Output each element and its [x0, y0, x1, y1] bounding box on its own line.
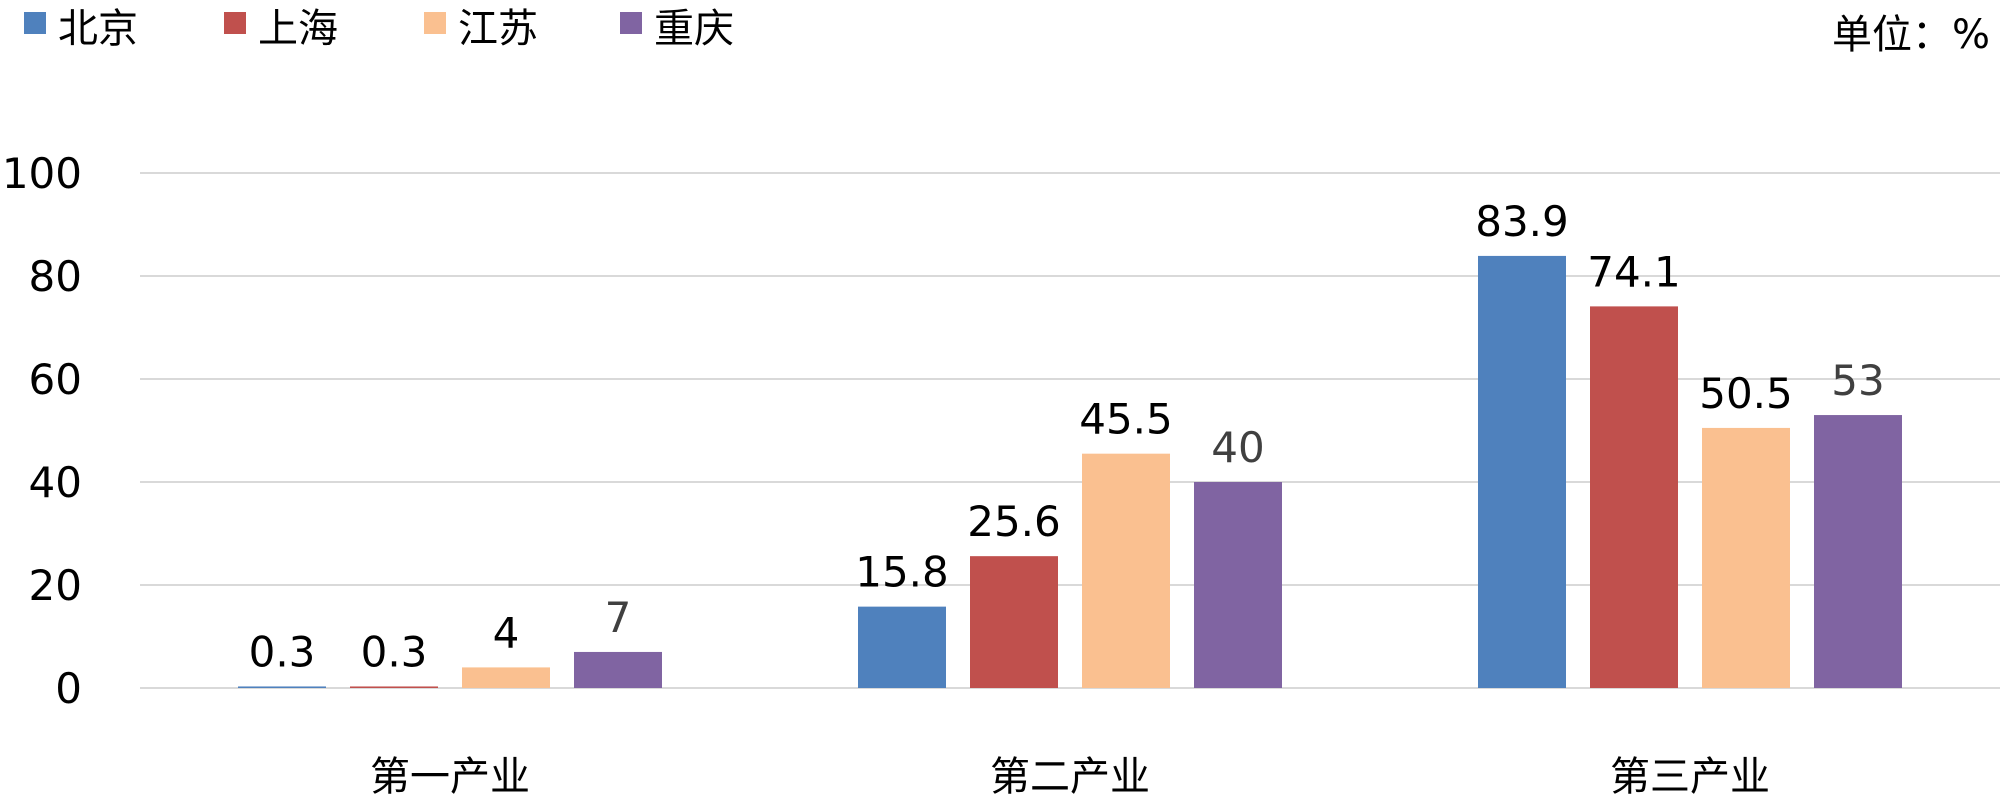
data-label: 15.8: [855, 548, 949, 597]
data-label: 4: [493, 608, 520, 657]
bars: [238, 255, 1902, 689]
bar: [1194, 482, 1282, 688]
y-tick-label: 20: [29, 561, 82, 610]
legend-label: 江苏: [458, 6, 538, 52]
gridlines: [140, 172, 2000, 689]
unit-label: 单位：%: [1832, 12, 1990, 58]
y-axis-ticks: 0 20 40 60 80 100: [2, 149, 82, 713]
legend-swatch: [24, 12, 46, 34]
data-label: 7: [605, 593, 632, 642]
data-label: 0.3: [361, 627, 428, 676]
bar: [238, 686, 326, 688]
legend: 北京 上海 江苏 重庆: [24, 6, 734, 52]
bar: [970, 556, 1058, 688]
bar: [350, 686, 438, 688]
data-label: 40: [1211, 423, 1264, 472]
bar: [1590, 306, 1678, 688]
category-label: 第一产业: [370, 754, 530, 796]
legend-swatch: [620, 12, 642, 34]
data-label: 25.6: [967, 497, 1061, 546]
bar: [858, 606, 946, 688]
data-label: 53: [1831, 356, 1884, 405]
category-label: 第二产业: [990, 754, 1150, 796]
category-labels: 第一产业 第二产业 第三产业: [370, 754, 1770, 796]
data-label: 83.9: [1475, 197, 1569, 246]
legend-swatch: [424, 12, 446, 34]
data-labels: 0.3 0.3 4 7 15.8 25.6 45.5 40 83.9 74.1 50.5 53: [249, 197, 1885, 677]
bar: [1814, 415, 1902, 688]
legend-label: 重庆: [654, 6, 734, 52]
y-tick-label: 40: [29, 458, 82, 507]
bar: [1702, 427, 1790, 688]
legend-label: 上海: [258, 6, 338, 52]
data-label: 45.5: [1079, 395, 1173, 444]
y-tick-label: 60: [29, 355, 82, 404]
y-tick-label: 100: [2, 149, 82, 198]
bar: [1478, 255, 1566, 689]
data-label: 0.3: [249, 627, 316, 676]
data-label: 50.5: [1699, 369, 1793, 418]
y-tick-label: 0: [55, 664, 82, 713]
category-label: 第三产业: [1610, 754, 1770, 796]
y-tick-label: 80: [29, 252, 82, 301]
legend-label: 北京: [58, 6, 138, 52]
bar: [574, 651, 662, 688]
data-label: 74.1: [1587, 247, 1681, 296]
bar: [1082, 453, 1170, 688]
bar: [462, 667, 550, 688]
legend-swatch: [224, 12, 246, 34]
